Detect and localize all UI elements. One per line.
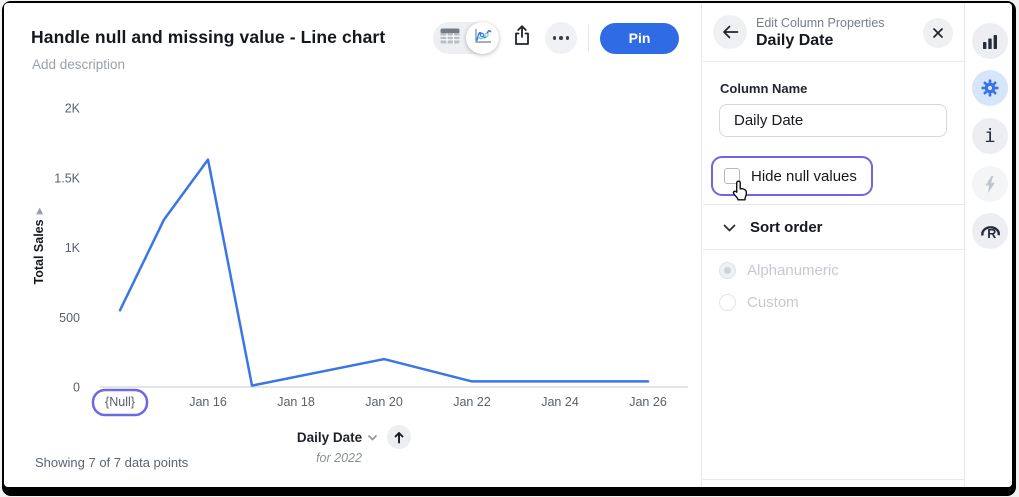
svg-text:500: 500 xyxy=(59,311,80,325)
bar-chart-icon xyxy=(983,34,997,49)
chevron-down-icon xyxy=(723,224,736,231)
toolbar-divider xyxy=(588,25,589,51)
hide-null-values-label: Hide null values xyxy=(751,167,857,185)
hide-null-values-highlight: Hide null values xyxy=(711,156,873,201)
actions-rail-button[interactable] xyxy=(972,166,1008,202)
svg-text:1K: 1K xyxy=(65,241,81,255)
svg-text:1.5K: 1.5K xyxy=(54,171,80,185)
panel-divider xyxy=(703,249,964,250)
sort-order-section-toggle[interactable]: Sort order xyxy=(703,205,964,250)
share-icon xyxy=(511,24,533,52)
side-icon-rail: i R xyxy=(966,3,1012,487)
x-axis-title[interactable]: Daily Date xyxy=(297,430,378,445)
edit-column-properties-panel: Edit Column Properties Daily Date Column… xyxy=(703,3,965,487)
svg-text:Jan 24: Jan 24 xyxy=(541,395,579,409)
line-chart: 0 500 1K 1.5K 2K {Null} Jan 16 Jan 18 Jan 20 Jan … xyxy=(54,102,688,417)
svg-text:Jan 20: Jan 20 xyxy=(365,395,403,409)
sort-option-alphanumeric: Alphanumeric xyxy=(719,262,839,279)
back-button[interactable] xyxy=(713,15,747,49)
table-view-icon xyxy=(440,28,460,49)
column-name-input[interactable] xyxy=(719,104,947,137)
chart-toolbar: Pin xyxy=(433,22,679,54)
x-axis-subtitle: for 2022 xyxy=(316,451,362,465)
sort-ascending-button[interactable] xyxy=(387,425,412,449)
svg-text:Jan 16: Jan 16 xyxy=(189,395,227,409)
panel-divider xyxy=(703,479,964,480)
sort-option-custom: Custom xyxy=(719,294,799,311)
add-description-placeholder[interactable]: Add description xyxy=(32,57,126,72)
panel-subtitle: Edit Column Properties xyxy=(756,16,885,30)
info-icon: i xyxy=(984,124,996,147)
svg-text:Jan 26: Jan 26 xyxy=(629,395,667,409)
x-axis-controls: Daily Date for 2022 xyxy=(4,425,704,465)
share-button[interactable] xyxy=(506,22,538,54)
panel-divider xyxy=(703,61,964,62)
y-axis-title[interactable]: Total Sales ▶ xyxy=(32,207,46,285)
hide-null-values-checkbox[interactable] xyxy=(724,168,740,184)
page-title: Handle null and missing value - Line cha… xyxy=(31,27,386,47)
svg-text:R: R xyxy=(987,227,996,241)
svg-text:Jan 18: Jan 18 xyxy=(277,395,315,409)
panel-title: Daily Date xyxy=(756,32,834,49)
r-language-icon: R xyxy=(980,225,1000,241)
lightning-icon xyxy=(985,175,995,193)
arrow-up-icon xyxy=(394,431,404,443)
column-name-label: Column Name xyxy=(720,81,808,96)
app-window: Handle null and missing value - Line cha… xyxy=(4,3,1012,487)
analytics-rail-button[interactable] xyxy=(972,23,1008,59)
chart-view-icon xyxy=(473,27,493,50)
ellipsis-icon xyxy=(552,36,570,40)
radio-unselected-icon xyxy=(719,294,736,311)
pin-button[interactable]: Pin xyxy=(600,22,679,54)
gear-icon xyxy=(981,79,999,97)
chevron-down-icon xyxy=(368,434,378,441)
y-axis-dropdown-icon: ▶ xyxy=(33,207,44,215)
svg-text:0: 0 xyxy=(73,381,80,395)
back-arrow-icon xyxy=(722,25,738,39)
svg-text:Jan 22: Jan 22 xyxy=(453,395,491,409)
close-icon xyxy=(933,28,943,38)
svg-text:2K: 2K xyxy=(65,102,81,116)
properties-rail-button[interactable] xyxy=(972,70,1008,106)
info-rail-button[interactable]: i xyxy=(972,118,1008,154)
radio-selected-icon xyxy=(719,262,736,279)
chart-view-button[interactable] xyxy=(466,22,499,54)
svg-text:{Null}: {Null} xyxy=(105,395,135,409)
close-panel-button[interactable] xyxy=(923,18,953,48)
chart-workbook-area: Handle null and missing value - Line cha… xyxy=(4,3,702,487)
sort-order-label: Sort order xyxy=(750,219,823,236)
r-language-rail-button[interactable]: R xyxy=(972,213,1008,249)
table-view-button[interactable] xyxy=(433,22,466,54)
panel-divider xyxy=(703,204,964,205)
more-options-button[interactable] xyxy=(545,22,577,54)
view-toggle xyxy=(433,22,499,54)
data-point-count: Showing 7 of 7 data points xyxy=(35,455,189,470)
